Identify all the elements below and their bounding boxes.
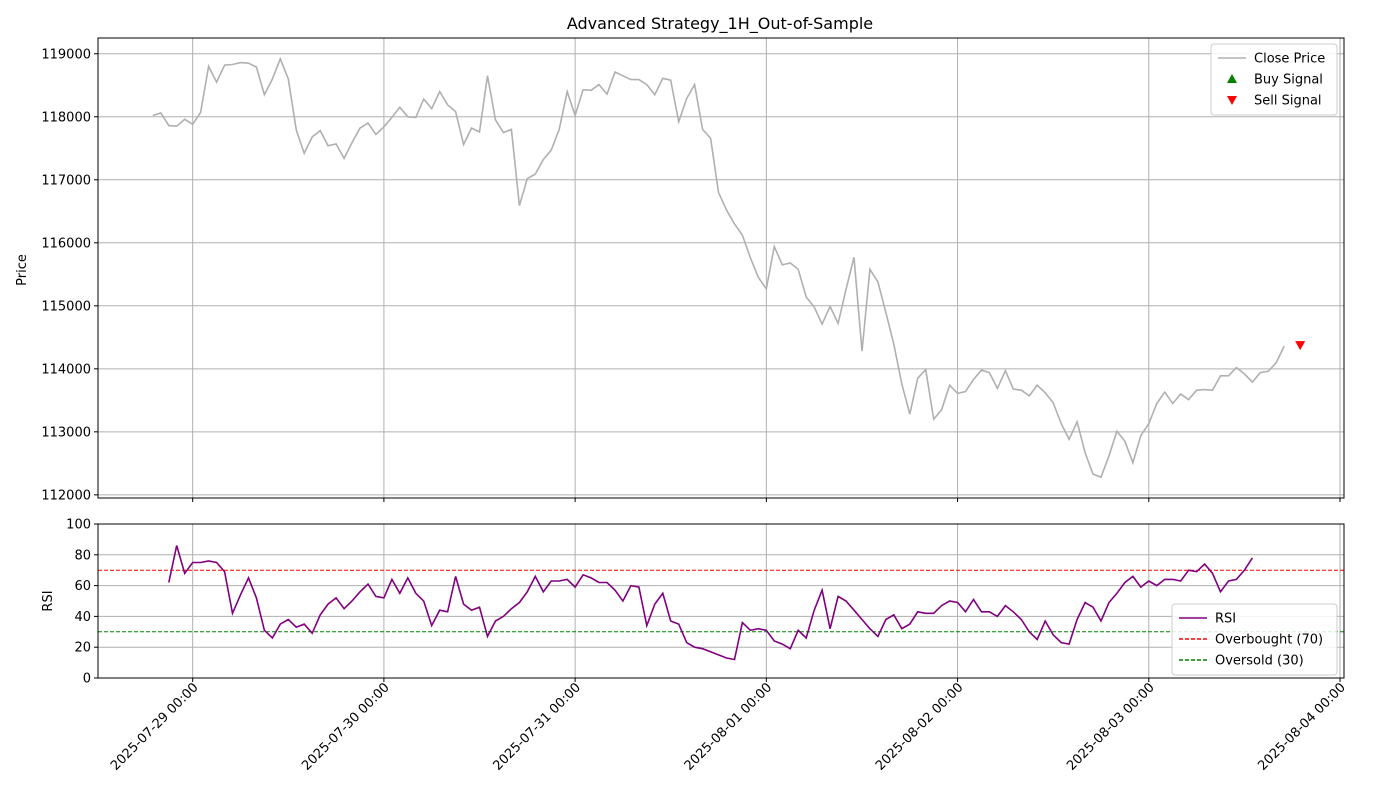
legend-label: Overbought (70) bbox=[1215, 633, 1323, 648]
price-axis-label: Price bbox=[15, 254, 30, 286]
rsi-ytick-label: 80 bbox=[74, 548, 91, 563]
rsi-ytick-label: 0 bbox=[83, 672, 91, 687]
legend-box bbox=[1171, 603, 1338, 676]
rsi-ytick-label: 40 bbox=[74, 610, 91, 625]
price-ytick-label: 116000 bbox=[41, 236, 91, 251]
price-legend: Close Price Buy Signal Sell Signal bbox=[1210, 43, 1338, 116]
rsi-line bbox=[168, 545, 1254, 661]
legend-box bbox=[1210, 43, 1338, 116]
price-ytick-label: 114000 bbox=[41, 362, 91, 377]
legend-label: Oversold (30) bbox=[1215, 654, 1304, 669]
price-panel: 112000 113000 114000 115000 116000 117000 1180… bbox=[41, 37, 1345, 503]
price-frame bbox=[97, 37, 1345, 499]
rsi-ytick-label: 100 bbox=[66, 518, 91, 533]
rsi-ytick-label: 20 bbox=[74, 641, 91, 656]
legend-label: Sell Signal bbox=[1254, 94, 1322, 109]
price-ytick-label: 119000 bbox=[41, 47, 91, 62]
price-ytick-label: 117000 bbox=[41, 173, 91, 188]
rsi-frame bbox=[97, 523, 1345, 679]
rsi-axis-label: RSI bbox=[41, 590, 56, 611]
legend-label: Buy Signal bbox=[1254, 73, 1323, 88]
price-ytick-label: 118000 bbox=[41, 110, 91, 125]
rsi-ytick-label: 60 bbox=[74, 579, 91, 594]
rsi-legend: RSI Overbought (70) Oversold (30) bbox=[1171, 603, 1338, 676]
legend-label: RSI bbox=[1215, 612, 1236, 627]
legend-label: Close Price bbox=[1254, 52, 1325, 67]
legend-swatch bbox=[1227, 74, 1237, 83]
chart-title: Advanced Strategy_1H_Out-of-Sample bbox=[567, 14, 873, 34]
rsi-panel: 0 20 40 60 80 100 bbox=[66, 518, 1345, 687]
price-ytick-label: 113000 bbox=[41, 425, 91, 440]
sell-signal-marker bbox=[1295, 341, 1306, 351]
price-ytick-label: 115000 bbox=[41, 299, 91, 314]
price-ytick-label: 112000 bbox=[41, 488, 91, 503]
close-price-line bbox=[152, 56, 1285, 479]
legend-swatch bbox=[1227, 96, 1237, 105]
